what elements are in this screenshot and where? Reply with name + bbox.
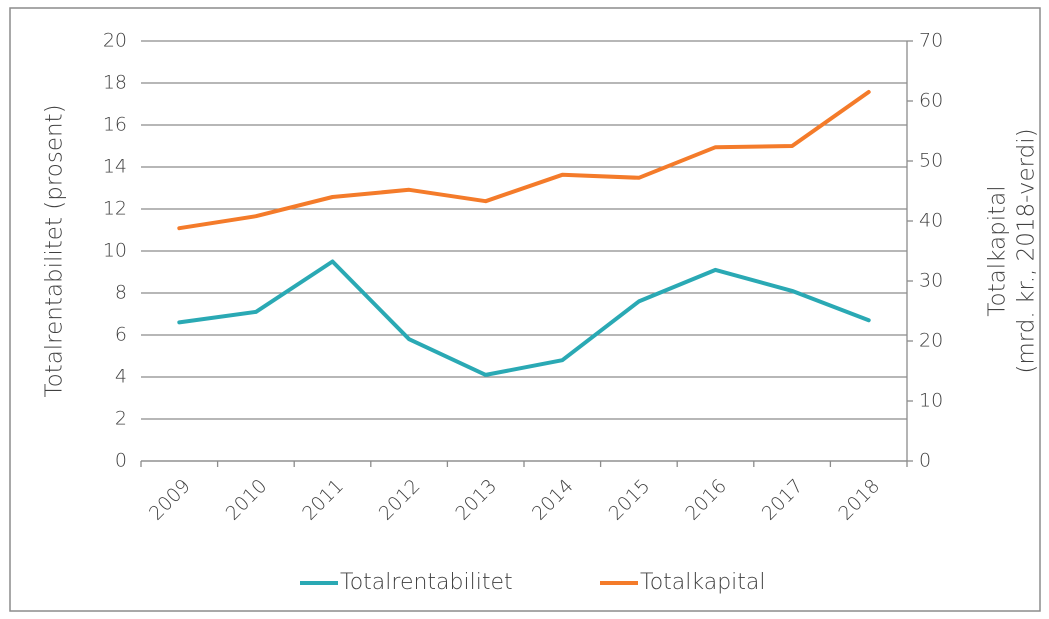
y-tick-label: 16 <box>103 114 127 136</box>
y2-tick-label: 20 <box>919 330 943 352</box>
y-tick-label: 8 <box>115 282 127 304</box>
y-tick-label: 20 <box>103 30 127 52</box>
y2-tick-label: 70 <box>919 30 943 52</box>
y2-tick-label: 0 <box>919 450 931 472</box>
y-axis-title: Totalrentabilitet (prosent) <box>42 104 68 397</box>
y-tick-label: 12 <box>103 198 127 220</box>
y-tick-label: 14 <box>103 156 127 178</box>
series-line <box>177 90 871 231</box>
y2-tick-label: 40 <box>919 210 943 232</box>
y-tick-label: 2 <box>115 408 127 430</box>
y2-tick-label: 30 <box>919 270 943 292</box>
y2-tick-label: 10 <box>919 390 943 412</box>
chart-frame <box>9 7 1041 612</box>
y2-axis-title: Totalkapital <box>985 185 1011 316</box>
y-tick-label: 10 <box>103 240 127 262</box>
y-tick-label: 4 <box>115 366 127 388</box>
y-tick-label: 0 <box>115 450 127 472</box>
legend-label: Totalrentabilitet <box>340 570 513 595</box>
y-tick-label: 18 <box>103 72 127 94</box>
y-tick-label: 6 <box>115 324 127 346</box>
y2-tick-label: 50 <box>919 150 943 172</box>
y2-tick-label: 60 <box>919 90 943 112</box>
series-line <box>177 259 871 377</box>
y2-axis-title: (mrd. kr., 2018-verdi) <box>1014 128 1040 373</box>
legend-label: Totalkapital <box>640 570 766 595</box>
